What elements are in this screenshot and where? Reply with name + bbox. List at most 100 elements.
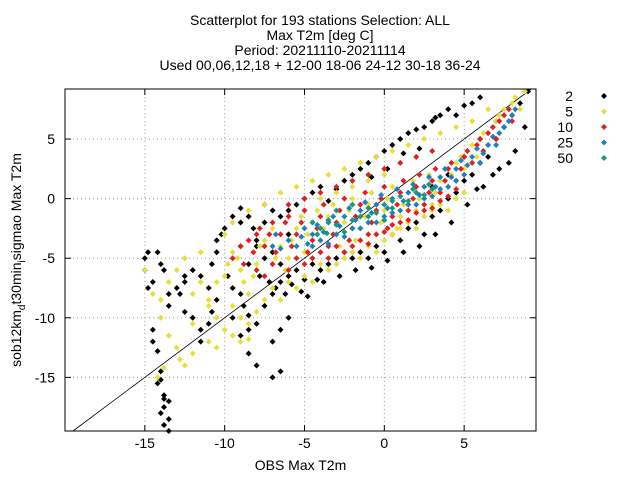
data-point [437,130,444,137]
data-point [336,207,343,214]
data-point [357,201,364,208]
y-tick-label: -15 [35,369,55,385]
data-point [389,221,396,228]
data-point [389,198,396,205]
data-point [362,189,369,196]
data-point [448,219,455,226]
data-point [277,189,284,196]
data-point [349,195,356,202]
x-tick-label: -5 [298,435,311,451]
data-point [378,192,385,199]
data-point [285,273,292,280]
data-point [301,195,308,202]
data-point [229,285,236,292]
data-point [181,362,188,369]
data-point [357,237,364,244]
data-point [272,285,279,292]
data-point [293,255,300,262]
data-point [421,207,428,214]
data-point [261,296,268,303]
data-point [145,285,152,292]
data-point [333,189,340,196]
data-point [314,231,321,238]
data-point [397,219,404,226]
data-point [389,142,396,149]
data-point [400,249,407,256]
data-point [469,153,476,160]
data-point [473,153,480,160]
data-point [461,102,468,109]
data-point [352,237,359,244]
data-point [362,199,369,206]
data-point [269,225,276,232]
data-point [421,231,428,238]
data-point [298,213,305,220]
data-point [521,88,528,95]
data-point [325,217,332,224]
data-point [352,213,359,220]
y-label-part: t30min [8,262,24,304]
data-point [413,189,420,196]
data-point [325,213,332,220]
data-point [240,261,247,268]
data-point [269,261,276,268]
legend-label: 2 [565,88,573,104]
data-point [272,231,279,238]
x-tick-label: -15 [135,435,155,451]
data-point [221,225,228,232]
data-point [277,368,284,375]
data-point [501,124,508,131]
data-point [261,237,268,244]
data-point [416,195,423,202]
y-label-part: i [17,260,28,262]
data-point [293,225,300,232]
data-point [405,207,412,214]
legend-marker [601,93,607,99]
data-point [445,165,452,172]
data-point [317,237,324,244]
data-point [277,213,284,220]
data-point [432,114,439,121]
data-point [421,136,428,143]
data-point [464,147,471,154]
data-point [277,279,284,286]
legend-label: 50 [557,150,573,166]
data-point [400,198,407,205]
data-point [229,249,236,256]
data-point [293,243,300,250]
data-point [429,213,436,220]
data-point [229,219,236,226]
data-point [333,183,340,190]
data-point [272,255,279,262]
data-point [269,207,276,214]
y-ticks: -15 -10 -5 0 5 [35,131,536,385]
data-point [397,225,404,232]
data-point [349,183,356,190]
data-point [293,183,300,190]
data-point [229,302,236,309]
plot-frame [64,88,537,432]
data-point [473,186,480,193]
data-point [489,124,496,131]
data-point [325,267,332,274]
data-point [189,314,196,321]
data-point [405,189,412,196]
data-point [480,183,487,190]
data-point [229,255,236,262]
data-point [464,201,471,208]
data-point [485,153,492,160]
data-point [512,106,519,113]
data-point [477,136,484,143]
data-point [317,213,324,220]
data-point [314,276,321,283]
data-point [165,416,172,423]
data-point [421,213,428,220]
data-point [288,237,295,244]
data-point [525,88,532,95]
data-point [213,344,220,351]
data-point [304,249,311,256]
data-point [384,205,391,212]
data-point [410,181,417,188]
data-point [301,276,308,283]
data-point [160,267,167,274]
